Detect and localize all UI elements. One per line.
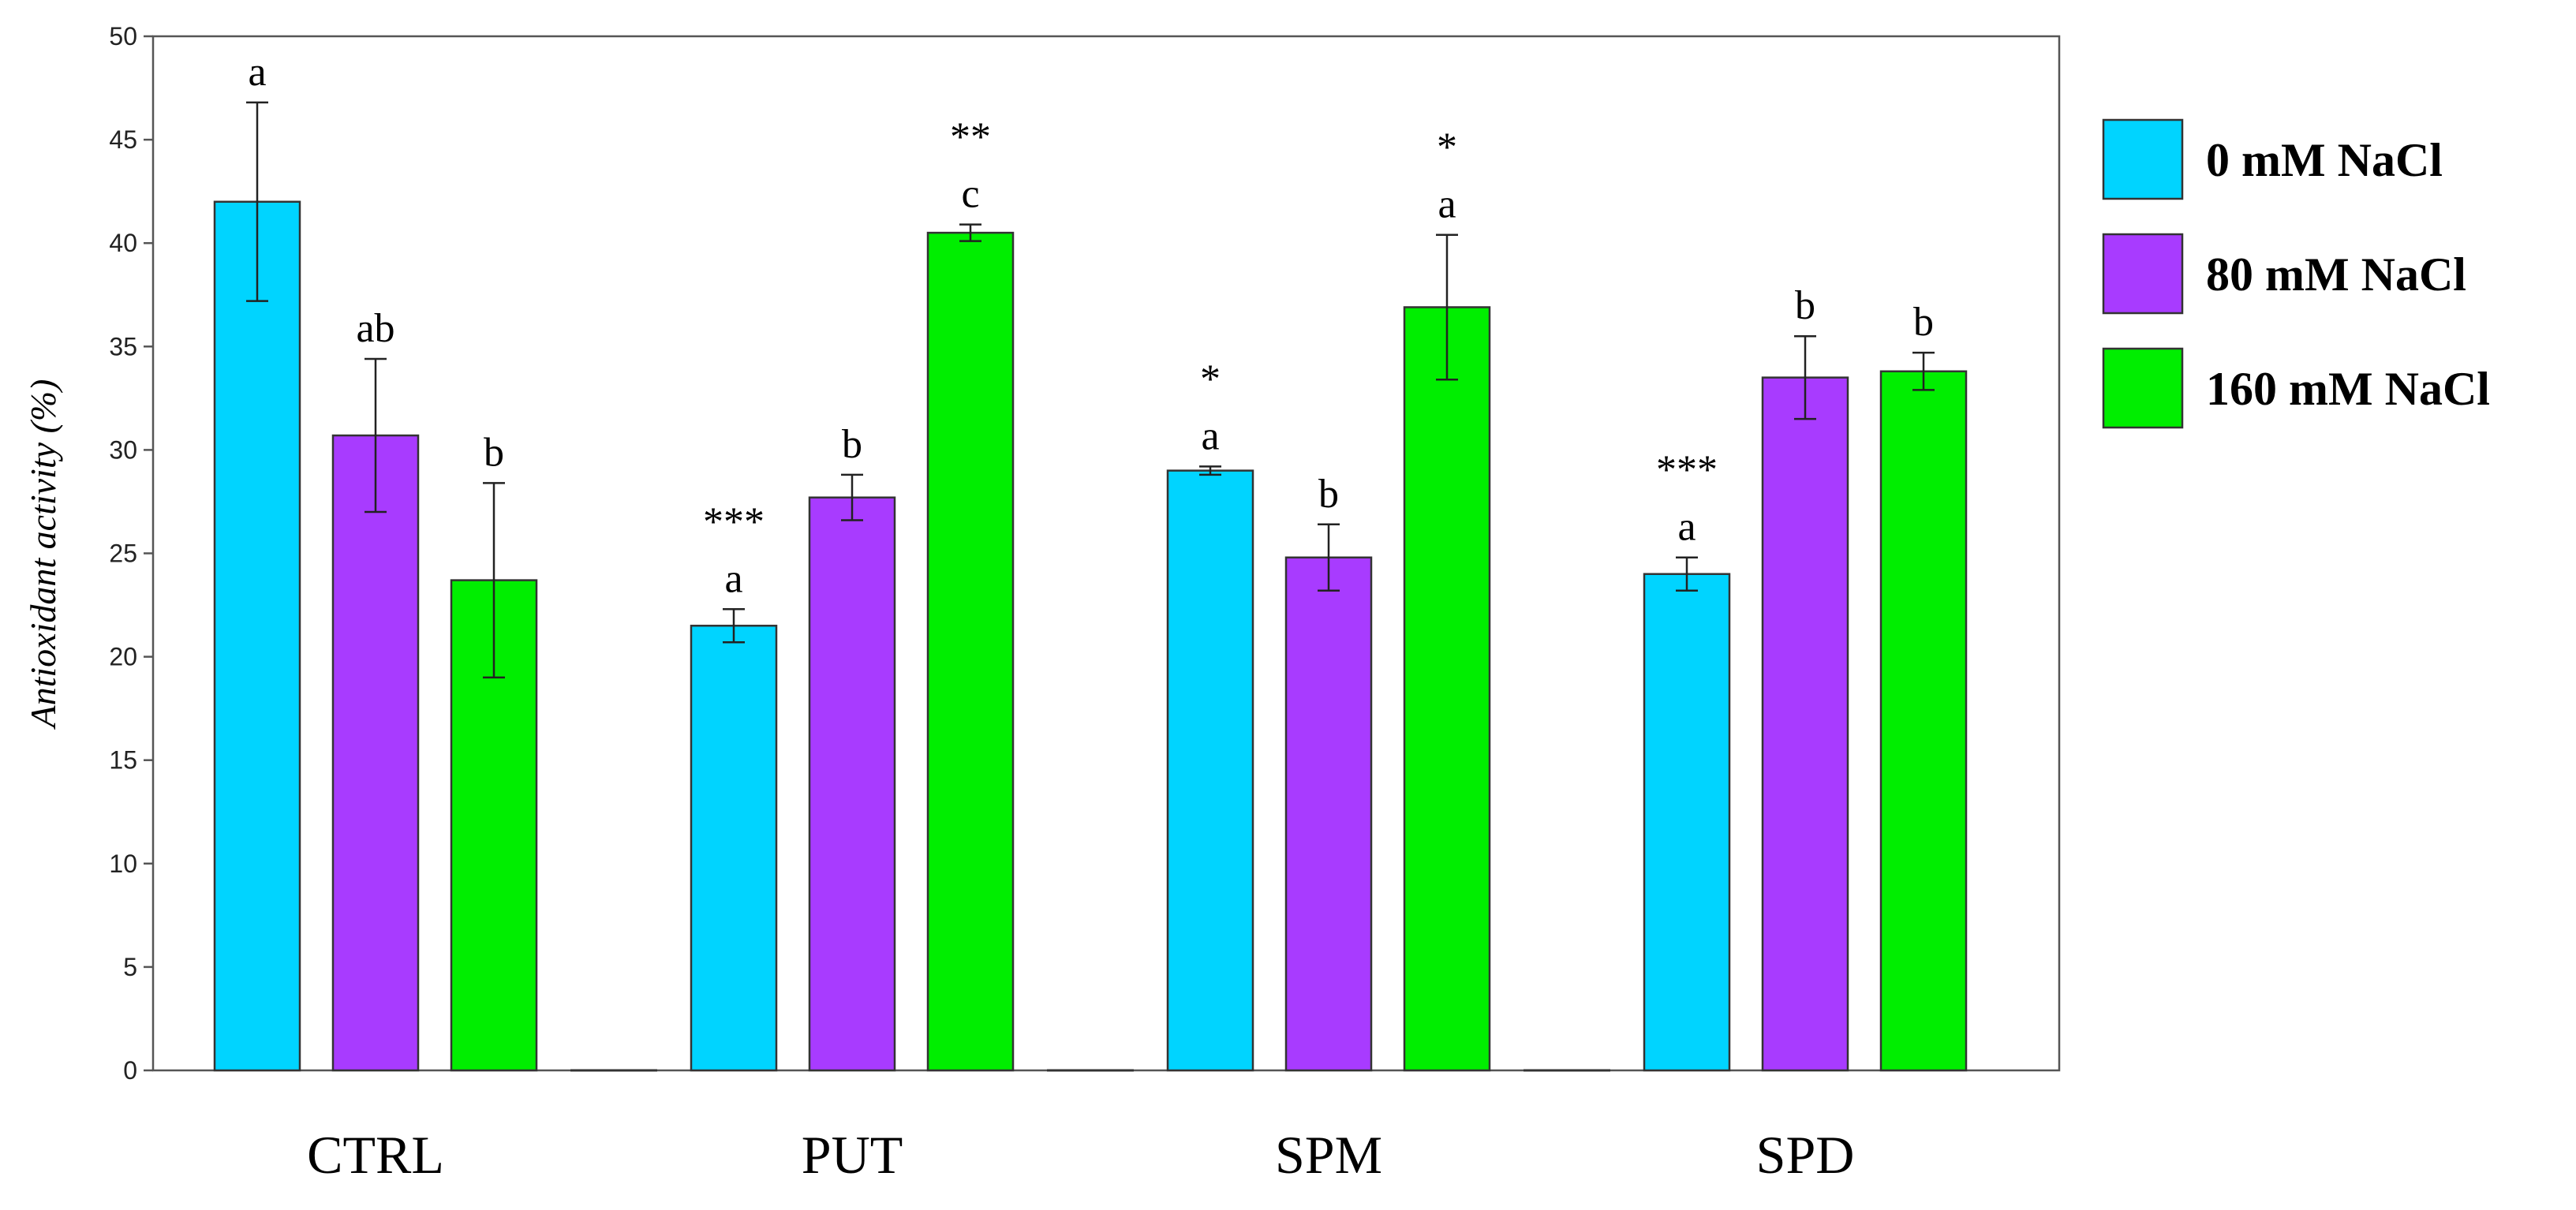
y-tick-label: 50 — [109, 22, 137, 50]
y-tick-label: 20 — [109, 643, 137, 671]
y-tick-label: 15 — [109, 746, 137, 775]
x-category-label: PUT — [802, 1125, 903, 1185]
legend-label: 80 mM NaCl — [2206, 248, 2466, 301]
y-tick-label: 45 — [109, 125, 137, 154]
y-tick-label: 5 — [123, 953, 137, 981]
significance-letter: a — [1438, 182, 1456, 227]
y-tick-label: 40 — [109, 229, 137, 257]
significance-letter: a — [1201, 413, 1219, 458]
bar — [1643, 573, 1731, 1072]
bar — [1761, 376, 1849, 1072]
significance-stars: *** — [1656, 448, 1718, 493]
legend-swatch — [2102, 233, 2184, 315]
bar — [331, 434, 420, 1072]
significance-letter: a — [1677, 505, 1696, 550]
y-axis: 0 5 10 15 20 25 30 35 40 45 50 — [109, 22, 153, 1085]
significance-letter: b — [1795, 283, 1815, 328]
y-tick-label: 30 — [109, 435, 137, 464]
significance-letter: b — [1318, 472, 1339, 517]
x-category-label: CTRL — [307, 1125, 444, 1185]
y-tick-label: 10 — [109, 850, 137, 878]
y-tick-label: 25 — [109, 540, 137, 568]
legend-label: 0 mM NaCl — [2206, 134, 2443, 186]
y-tick-label: 0 — [123, 1056, 137, 1085]
significance-stars: ** — [950, 115, 991, 160]
significance-letter: b — [1913, 300, 1934, 345]
y-tick-label: 35 — [109, 332, 137, 360]
x-axis: CTRL PUT SPM SPD — [307, 1069, 1855, 1185]
significance-letter: a — [248, 50, 266, 95]
legend-swatch — [2102, 347, 2184, 429]
significance-letter: b — [484, 430, 504, 475]
bar — [1879, 370, 1968, 1072]
bar — [213, 200, 301, 1072]
bars — [213, 101, 1968, 1072]
significance-letter: c — [961, 172, 979, 217]
significance-annotations: a ab b a *** b c ** a * b a * a *** b b — [248, 50, 1934, 601]
legend: 0 mM NaCl 80 mM NaCl 160 mM NaCl — [2102, 118, 2490, 429]
significance-letter: b — [842, 422, 862, 467]
y-axis-label: Antioxidant activity (%) — [23, 379, 63, 730]
legend-swatch — [2102, 118, 2184, 200]
bar — [1166, 469, 1254, 1072]
bar — [926, 231, 1015, 1072]
bar — [1284, 556, 1373, 1072]
x-category-label: SPM — [1275, 1125, 1382, 1185]
x-category-label: SPD — [1756, 1125, 1855, 1185]
bar — [690, 625, 778, 1072]
significance-stars: * — [1200, 357, 1221, 401]
bar — [1403, 306, 1491, 1072]
legend-label: 160 mM NaCl — [2206, 363, 2490, 415]
significance-letter: ab — [356, 306, 394, 351]
significance-stars: * — [1437, 125, 1457, 170]
bar — [808, 496, 896, 1072]
significance-stars: *** — [703, 499, 765, 544]
significance-letter: a — [724, 556, 742, 601]
